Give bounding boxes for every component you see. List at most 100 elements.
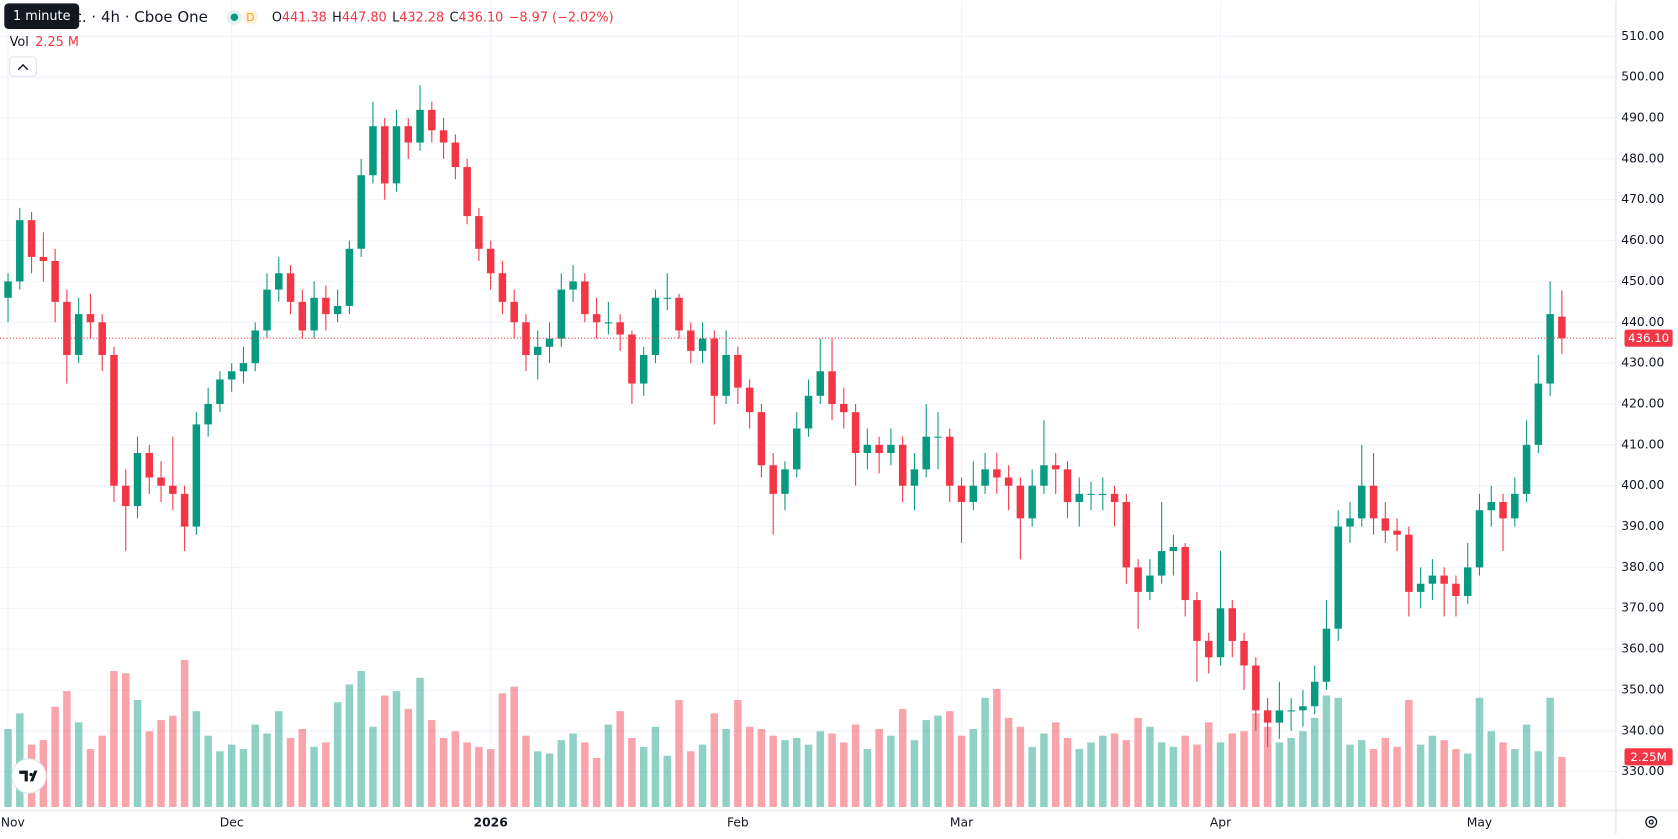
volume-bar	[651, 726, 660, 808]
volume-bar	[1346, 744, 1354, 808]
volume-bar	[16, 713, 24, 808]
volume-bar	[369, 726, 377, 808]
volume-bar	[710, 713, 719, 808]
volume-bar	[745, 726, 754, 808]
y-tick-label: 410.00	[1621, 437, 1664, 451]
volume-bar	[451, 731, 460, 808]
settings-icon-core	[1648, 819, 1654, 825]
candle-body	[1405, 534, 1413, 592]
volume-bar	[581, 742, 589, 808]
candle-body	[816, 371, 825, 396]
volume-bar	[1522, 724, 1531, 808]
volume-bar	[169, 715, 177, 808]
candle-body	[1346, 518, 1354, 527]
volume-bar	[557, 740, 566, 808]
settings-icon[interactable]	[1645, 816, 1658, 829]
logo[interactable]	[11, 758, 47, 794]
candle-body	[1099, 493, 1107, 495]
volume-bar	[828, 733, 836, 808]
y-tick-label: 450.00	[1621, 274, 1664, 288]
volume-bar	[239, 749, 248, 808]
volume-bar	[1075, 749, 1083, 808]
candle-body	[1228, 608, 1237, 641]
candle-body	[192, 424, 201, 527]
candle-body	[722, 354, 730, 396]
volume-bar	[851, 724, 860, 808]
candle-body	[1051, 465, 1060, 470]
volume-bar	[1405, 700, 1413, 808]
volume-bar	[522, 735, 530, 808]
candle-body	[1275, 710, 1284, 723]
volume-pane	[4, 659, 1566, 808]
candle-pane	[0, 85, 1616, 748]
candle-body	[545, 338, 554, 347]
volume-bar	[1416, 744, 1425, 808]
y-tick-label: 400.00	[1621, 478, 1664, 492]
candle-body	[298, 301, 307, 331]
candle-body	[757, 412, 766, 466]
volume-bar	[816, 731, 825, 808]
candle-body	[875, 444, 883, 454]
candle-body	[522, 322, 530, 355]
ohlc-legend: O441.38 H447.80 L432.28 C436.10 −8.97 (−2.02…	[272, 10, 614, 25]
c-label: C	[449, 10, 458, 25]
candle-body	[534, 346, 542, 355]
volume-bar	[1499, 742, 1507, 808]
axes: 330.00 340.00 350.00 360.00 370.00 380.00 390.…	[1, 29, 1673, 830]
candle-body	[687, 330, 695, 351]
y-tick-label: 330.00	[1621, 764, 1664, 778]
volume-bar	[204, 735, 212, 808]
candle-body	[451, 142, 460, 168]
candle-body	[1063, 469, 1072, 503]
collapse-button[interactable]	[9, 56, 37, 77]
settings-button[interactable]	[1645, 816, 1658, 829]
high-value: 447.80	[342, 10, 387, 25]
candle-body	[380, 126, 389, 184]
chevron	[17, 63, 29, 71]
volume-bar	[1310, 717, 1319, 808]
y-tick-label: 440.00	[1621, 315, 1664, 329]
volume-bar	[1452, 749, 1460, 808]
candle-body	[1075, 493, 1083, 503]
close-value: 436.10	[458, 10, 503, 25]
volume-bar	[804, 744, 813, 808]
volume-bar	[840, 742, 848, 808]
candle-body	[969, 485, 978, 503]
candle-body	[16, 220, 24, 282]
volume-bar	[416, 677, 424, 808]
volume-bar	[392, 691, 401, 808]
candle-body	[1463, 567, 1472, 596]
candle-body	[180, 493, 189, 527]
candle-body	[27, 220, 36, 257]
candle-body	[1028, 485, 1036, 519]
o-label: O	[272, 10, 282, 25]
volume-bar	[63, 691, 71, 808]
y-tick-label: 390.00	[1621, 519, 1664, 533]
volume-bar	[545, 753, 554, 808]
volume-bar	[463, 742, 471, 808]
volume-bar	[663, 755, 671, 808]
candle-body	[4, 281, 12, 298]
candle-body	[922, 436, 930, 470]
candle-body	[1193, 600, 1201, 641]
volume-bar	[4, 729, 12, 808]
y-tick-label: 470.00	[1621, 192, 1664, 206]
volume-bar	[604, 724, 613, 808]
candle-body	[1216, 608, 1225, 658]
candle-body	[498, 273, 507, 302]
candle-body	[392, 126, 401, 184]
candle-body	[1181, 546, 1189, 601]
candle-body	[1440, 575, 1448, 584]
vol-value: 2.25 M	[35, 34, 79, 49]
status-dot	[230, 13, 239, 22]
y-tick-label: 340.00	[1621, 723, 1664, 737]
volume-bar	[157, 720, 165, 808]
volume-bar	[1381, 737, 1390, 808]
volume-bar	[1134, 717, 1142, 808]
collapse-box[interactable]	[9, 56, 37, 77]
y-tick-label: 500.00	[1621, 70, 1664, 84]
candle-body	[1287, 710, 1295, 712]
volume-bar	[180, 659, 189, 808]
logo-circle[interactable]	[11, 758, 47, 794]
